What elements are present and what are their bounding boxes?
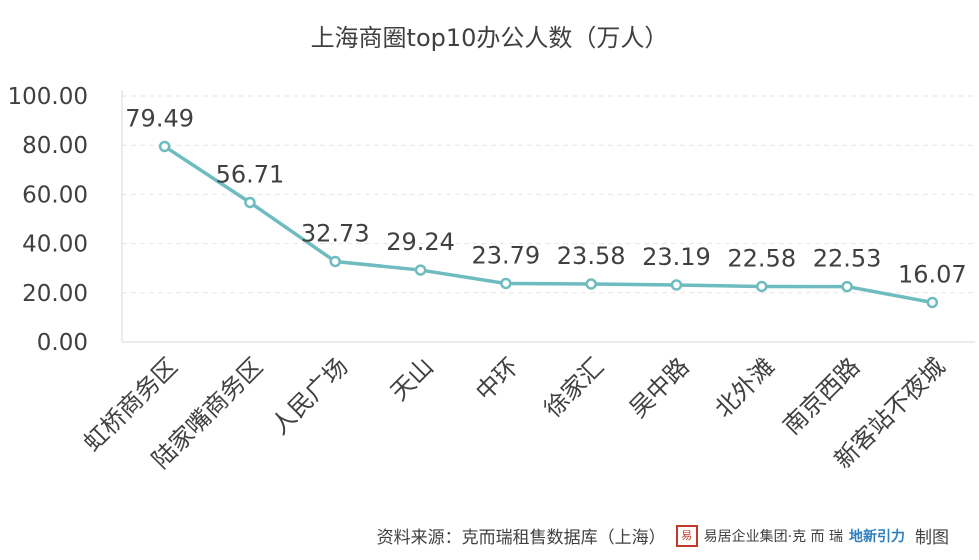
data-label: 23.79	[471, 241, 540, 269]
made-by-label: 制图	[915, 528, 949, 548]
brand-name: 易居企业集团·克 而 瑞	[703, 528, 843, 545]
data-label: 22.58	[727, 244, 796, 272]
x-tick-label: 人民广场	[266, 352, 354, 440]
grid-layer	[122, 95, 975, 294]
data-label: 79.49	[125, 104, 194, 132]
data-label: 23.19	[642, 243, 711, 271]
source-note: 资料来源：克而瑞租售数据库（上海）	[376, 528, 666, 548]
x-tick-label: 南京西路	[778, 352, 866, 440]
y-tick-label: 100.00	[8, 84, 88, 110]
series-layer	[158, 140, 939, 309]
brand-sub: 地新引力	[849, 528, 905, 545]
series-line	[163, 144, 933, 305]
data-point	[926, 296, 939, 309]
x-tick-label: 徐家汇	[539, 352, 610, 423]
data-point	[585, 278, 597, 290]
y-tick-label: 80.00	[22, 133, 88, 159]
y-tick-label: 0.00	[37, 330, 88, 356]
data-label: 16.07	[898, 260, 967, 288]
axis-layer: 0.0020.0040.0060.0080.00100.00虹桥商务区陆家嘴商务…	[8, 84, 975, 474]
data-point	[670, 279, 683, 291]
data-label: 23.58	[557, 242, 626, 270]
footer: 资料来源：克而瑞租售数据库（上海） 易 易居企业集团·克 而 瑞 地新引力 制图	[377, 523, 949, 548]
data-label: 32.73	[301, 219, 370, 247]
y-tick-label: 20.00	[22, 281, 88, 307]
label-layer: 79.49 56.71 32.73 29.24 23.79 23.58 23.19 22.58…	[125, 104, 966, 288]
chart-title: 上海商圈top10办公人数（万人）	[310, 24, 669, 52]
y-tick-label: 60.00	[22, 182, 88, 208]
data-point	[244, 196, 256, 209]
brand-seal-icon: 易	[675, 524, 698, 547]
x-tick-label: 中环	[470, 352, 524, 406]
data-point	[158, 140, 171, 153]
data-point	[329, 255, 341, 268]
data-label: 22.53	[813, 245, 882, 273]
data-point	[414, 264, 427, 276]
data-label: 56.71	[216, 160, 285, 188]
data-label: 29.24	[386, 228, 455, 256]
data-point	[500, 277, 512, 290]
brand-logo: 易 易居企业集团·克 而 瑞 地新引力	[675, 524, 905, 547]
x-tick-label: 吴中路	[624, 352, 695, 423]
y-tick-label: 40.00	[22, 232, 88, 258]
x-tick-label: 天山	[385, 352, 439, 406]
x-tick-label: 北外滩	[709, 352, 780, 423]
data-point	[756, 280, 768, 293]
data-point	[841, 280, 853, 293]
